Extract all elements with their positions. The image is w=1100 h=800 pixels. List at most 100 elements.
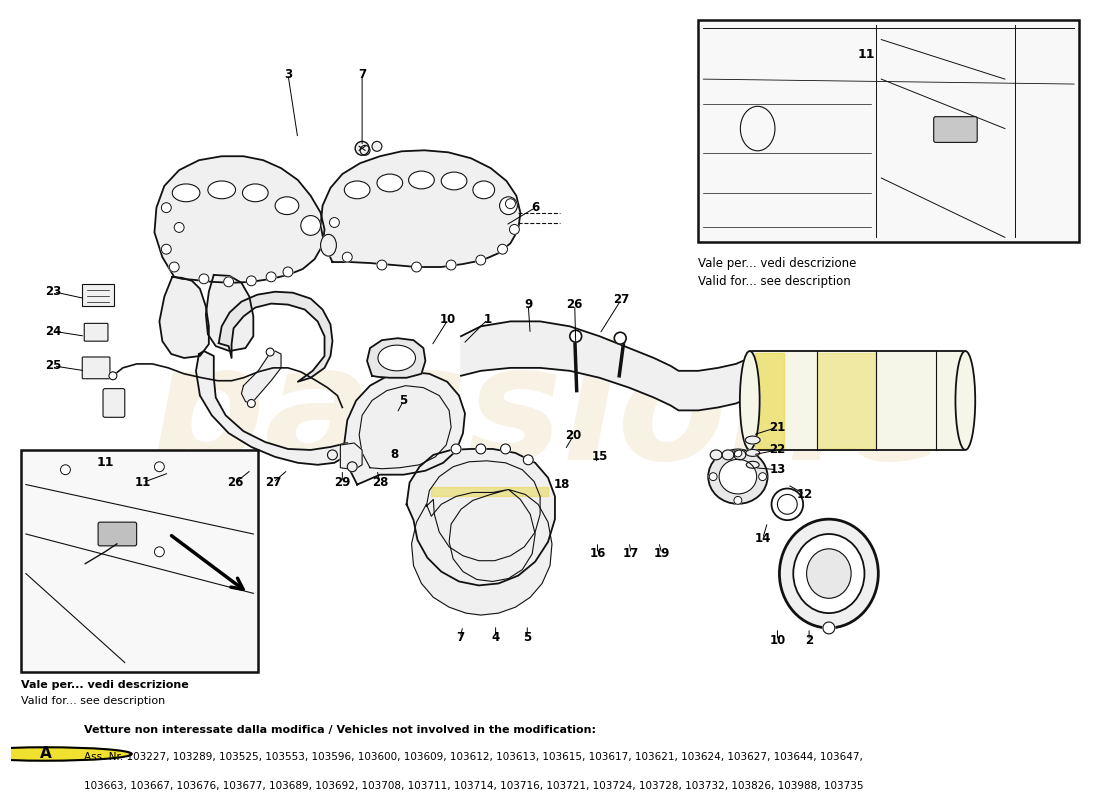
Ellipse shape: [320, 234, 337, 256]
Polygon shape: [206, 275, 253, 351]
Ellipse shape: [746, 462, 759, 468]
Circle shape: [500, 444, 510, 454]
Circle shape: [497, 244, 507, 254]
Circle shape: [154, 547, 164, 557]
Text: 23: 23: [45, 286, 62, 298]
Text: 14: 14: [755, 533, 771, 546]
Text: 29: 29: [334, 476, 351, 489]
Circle shape: [199, 274, 209, 284]
Text: 21: 21: [769, 421, 785, 434]
Ellipse shape: [708, 450, 768, 504]
Ellipse shape: [806, 549, 851, 598]
Ellipse shape: [711, 450, 722, 460]
Text: 5: 5: [524, 631, 531, 644]
Circle shape: [823, 622, 835, 634]
Circle shape: [60, 465, 70, 474]
Polygon shape: [320, 150, 520, 267]
Circle shape: [266, 272, 276, 282]
Polygon shape: [196, 351, 348, 465]
Text: 8: 8: [390, 448, 399, 462]
Circle shape: [734, 449, 741, 457]
Circle shape: [246, 276, 256, 286]
Ellipse shape: [473, 181, 495, 198]
Text: 26: 26: [228, 476, 244, 489]
Ellipse shape: [780, 519, 878, 628]
FancyBboxPatch shape: [85, 323, 108, 341]
Circle shape: [248, 399, 255, 407]
Ellipse shape: [793, 534, 865, 613]
Circle shape: [330, 218, 340, 227]
Text: passione: passione: [151, 338, 949, 493]
Text: 15: 15: [592, 450, 607, 463]
Circle shape: [377, 260, 387, 270]
Text: A: A: [40, 746, 52, 762]
Ellipse shape: [778, 494, 798, 514]
Circle shape: [283, 267, 293, 277]
Text: 6: 6: [531, 201, 539, 214]
Polygon shape: [219, 292, 332, 382]
Circle shape: [451, 444, 461, 454]
Ellipse shape: [344, 181, 370, 198]
Ellipse shape: [719, 459, 757, 494]
Ellipse shape: [377, 174, 403, 192]
FancyBboxPatch shape: [103, 389, 124, 418]
Circle shape: [570, 330, 582, 342]
Ellipse shape: [722, 450, 734, 460]
Circle shape: [109, 372, 117, 380]
Polygon shape: [242, 351, 280, 403]
Ellipse shape: [275, 197, 299, 214]
Polygon shape: [344, 372, 465, 485]
Text: Vetture non interessate dalla modifica / Vehicles not involved in the modificati: Vetture non interessate dalla modifica /…: [85, 725, 596, 734]
Text: 1: 1: [484, 313, 492, 326]
Polygon shape: [461, 322, 750, 410]
Circle shape: [476, 444, 486, 454]
Polygon shape: [154, 156, 324, 283]
Circle shape: [162, 244, 172, 254]
Text: Valid for... see description: Valid for... see description: [698, 275, 851, 288]
Text: Valid for... see description: Valid for... see description: [21, 696, 165, 706]
Text: 11: 11: [858, 48, 876, 61]
Text: 7: 7: [358, 68, 366, 81]
Circle shape: [710, 473, 717, 481]
Circle shape: [411, 262, 421, 272]
Text: 3: 3: [284, 68, 292, 81]
Ellipse shape: [771, 489, 803, 520]
Circle shape: [0, 747, 132, 761]
Ellipse shape: [408, 171, 435, 189]
Text: 27: 27: [265, 476, 282, 489]
Text: Vale per... vedi descrizione: Vale per... vedi descrizione: [21, 680, 189, 690]
FancyBboxPatch shape: [82, 357, 110, 378]
Ellipse shape: [956, 351, 976, 450]
FancyBboxPatch shape: [82, 284, 114, 306]
Polygon shape: [407, 449, 554, 586]
Text: 18: 18: [553, 478, 570, 491]
Text: 24: 24: [45, 325, 62, 338]
Ellipse shape: [208, 181, 235, 198]
Text: Ass. Nr. 103227, 103289, 103525, 103553, 103596, 103600, 103609, 103612, 103613,: Ass. Nr. 103227, 103289, 103525, 103553,…: [85, 752, 864, 762]
Circle shape: [524, 455, 534, 465]
Ellipse shape: [242, 184, 268, 202]
Text: 16: 16: [590, 547, 606, 560]
Text: 12: 12: [798, 488, 813, 501]
Circle shape: [447, 260, 456, 270]
FancyBboxPatch shape: [934, 117, 977, 142]
Text: 26: 26: [566, 298, 583, 311]
Polygon shape: [367, 338, 426, 378]
Circle shape: [759, 473, 767, 481]
Ellipse shape: [740, 351, 760, 450]
Polygon shape: [340, 443, 362, 470]
Circle shape: [360, 146, 370, 155]
Circle shape: [169, 262, 179, 272]
Circle shape: [476, 255, 486, 265]
Circle shape: [342, 252, 352, 262]
Text: 4: 4: [492, 631, 499, 644]
Circle shape: [328, 450, 338, 460]
Polygon shape: [160, 277, 209, 358]
Text: 20: 20: [565, 429, 582, 442]
Text: 17: 17: [623, 547, 639, 560]
Ellipse shape: [441, 172, 466, 190]
Circle shape: [372, 142, 382, 151]
Ellipse shape: [378, 345, 416, 371]
Polygon shape: [817, 353, 877, 448]
FancyBboxPatch shape: [0, 710, 1100, 798]
